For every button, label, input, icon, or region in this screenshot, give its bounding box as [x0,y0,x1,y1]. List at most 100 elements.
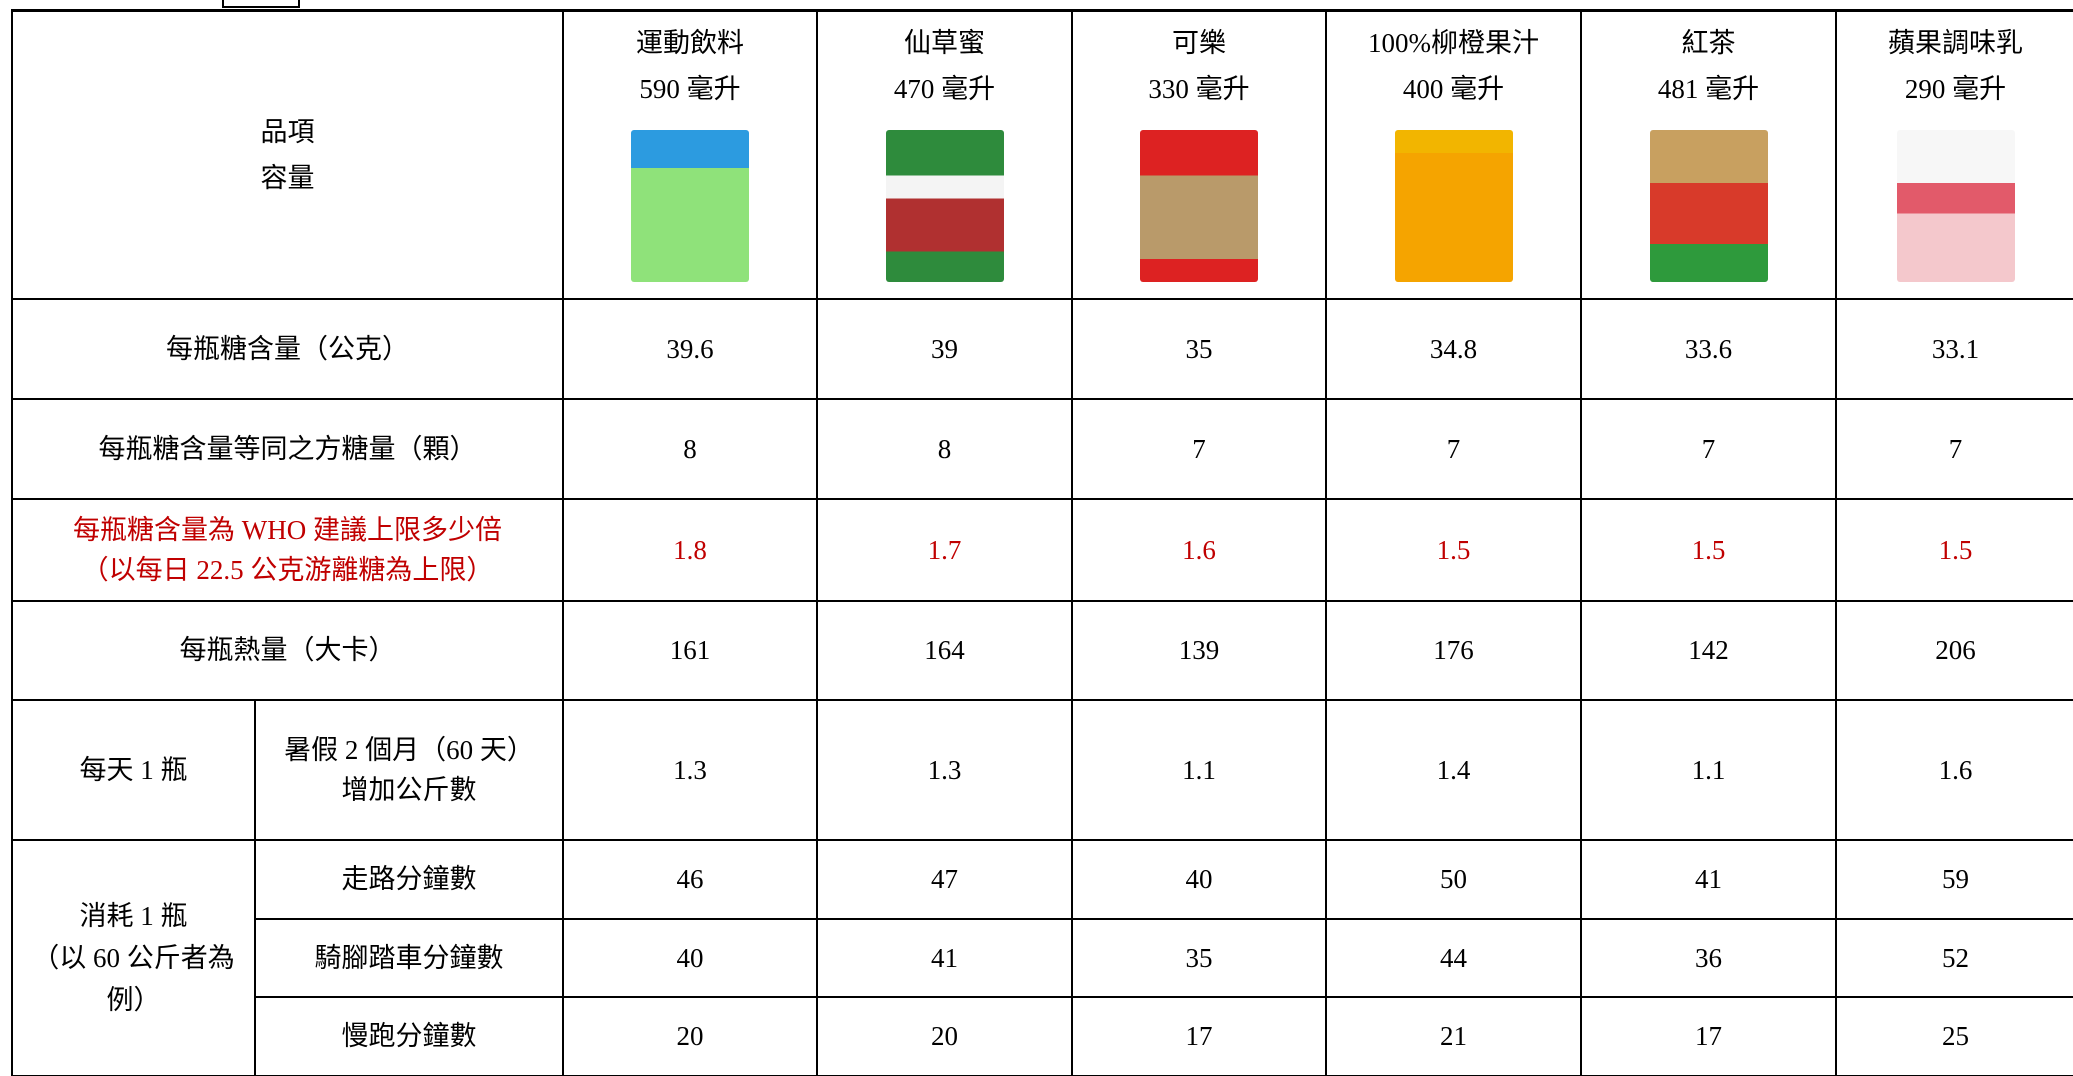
product-name: 可樂 [1073,20,1325,66]
product-volume: 470 毫升 [818,66,1071,112]
cell-text: 每瓶糖含量為 WHO 建議上限多少倍 [13,510,562,550]
value-cell: 7 [1836,399,2073,499]
value-cell: 7 [1326,399,1581,499]
row-label: 每瓶糖含量（公克） [12,299,563,399]
value-cell: 139 [1072,601,1326,700]
product-image [1395,130,1513,282]
cell-text: 走路分鐘數 [256,859,562,899]
value-cell: 47 [817,840,1072,919]
value-cell: 40 [1072,840,1326,919]
cell-text: （以每日 22.5 公克游離糖為上限） [13,550,562,590]
value-cell: 1.3 [817,700,1072,840]
product-volume: 400 毫升 [1327,66,1580,112]
value-cell: 34.8 [1326,299,1581,399]
value-cell: 1.5 [1836,499,2073,601]
value-cell: 17 [1072,997,1326,1076]
value-cell: 7 [1581,399,1836,499]
value-cell: 36 [1581,919,1836,997]
value-cell: 8 [563,399,817,499]
value-cell: 46 [563,840,817,919]
row-label: 每瓶糖含量為 WHO 建議上限多少倍（以每日 22.5 公克游離糖為上限） [12,499,563,601]
product-name: 紅茶 [1582,20,1835,66]
value-cell: 161 [563,601,817,700]
row-label: 騎腳踏車分鐘數 [255,919,563,997]
value-cell: 33.1 [1836,299,2073,399]
product-name: 仙草蜜 [818,20,1071,66]
row-label: 每瓶熱量（大卡） [12,601,563,700]
value-cell: 39 [817,299,1072,399]
value-cell: 1.8 [563,499,817,601]
cell-text: （以 60 公斤者為例） [13,937,254,1021]
row-label: 每瓶糖含量等同之方糖量（顆） [12,399,563,499]
row-label: 暑假 2 個月（60 天）增加公斤數 [255,700,563,840]
product-name: 100%柳橙果汁 [1327,20,1580,66]
product-volume: 330 毫升 [1073,66,1325,112]
group-label: 消耗 1 瓶（以 60 公斤者為例） [12,840,255,1076]
cell-text: 暑假 2 個月（60 天） [256,730,562,770]
value-cell: 20 [563,997,817,1076]
value-cell: 17 [1581,997,1836,1076]
value-cell: 59 [1836,840,2073,919]
row-label: 慢跑分鐘數 [255,997,563,1076]
value-cell: 20 [817,997,1072,1076]
value-cell: 1.6 [1836,700,2073,840]
product-volume: 590 毫升 [564,66,816,112]
value-cell: 1.1 [1581,700,1836,840]
value-cell: 35 [1072,919,1326,997]
value-cell: 1.3 [563,700,817,840]
cell-text: 容量 [13,155,562,201]
value-cell: 40 [563,919,817,997]
cell-text: 每瓶糖含量（公克） [13,326,562,372]
cell-text: 消耗 1 瓶 [13,895,254,937]
product-image [1140,130,1258,282]
value-cell: 8 [817,399,1072,499]
value-cell: 44 [1326,919,1581,997]
value-cell: 33.6 [1581,299,1836,399]
cell-text: 慢跑分鐘數 [256,1016,562,1056]
value-cell: 1.5 [1326,499,1581,601]
value-cell: 206 [1836,601,2073,700]
value-cell: 1.5 [1581,499,1836,601]
cell-text: 每瓶糖含量等同之方糖量（顆） [13,426,562,472]
value-cell: 41 [817,919,1072,997]
value-cell: 142 [1581,601,1836,700]
decoration [222,0,300,8]
cell-text: 增加公斤數 [256,770,562,810]
product-volume: 481 毫升 [1582,66,1835,112]
group-label: 每天 1 瓶 [12,700,255,840]
value-cell: 1.1 [1072,700,1326,840]
value-cell: 21 [1326,997,1581,1076]
value-cell: 41 [1581,840,1836,919]
product-name: 蘋果調味乳 [1837,20,2073,66]
page: 品項容量運動飲料590 毫升仙草蜜470 毫升可樂330 毫升100%柳橙果汁4… [0,0,2073,1076]
product-volume: 290 毫升 [1837,66,2073,112]
product-name: 運動飲料 [564,20,816,66]
value-cell: 52 [1836,919,2073,997]
product-image [1897,130,2015,282]
product-image [631,130,749,282]
cell-text: 每瓶熱量（大卡） [13,627,562,673]
value-cell: 39.6 [563,299,817,399]
value-cell: 1.7 [817,499,1072,601]
value-cell: 1.4 [1326,700,1581,840]
value-cell: 35 [1072,299,1326,399]
row-label: 走路分鐘數 [255,840,563,919]
header-label: 品項容量 [12,11,563,299]
value-cell: 176 [1326,601,1581,700]
cell-text: 騎腳踏車分鐘數 [256,938,562,978]
value-cell: 1.6 [1072,499,1326,601]
cell-text: 每天 1 瓶 [13,749,254,791]
